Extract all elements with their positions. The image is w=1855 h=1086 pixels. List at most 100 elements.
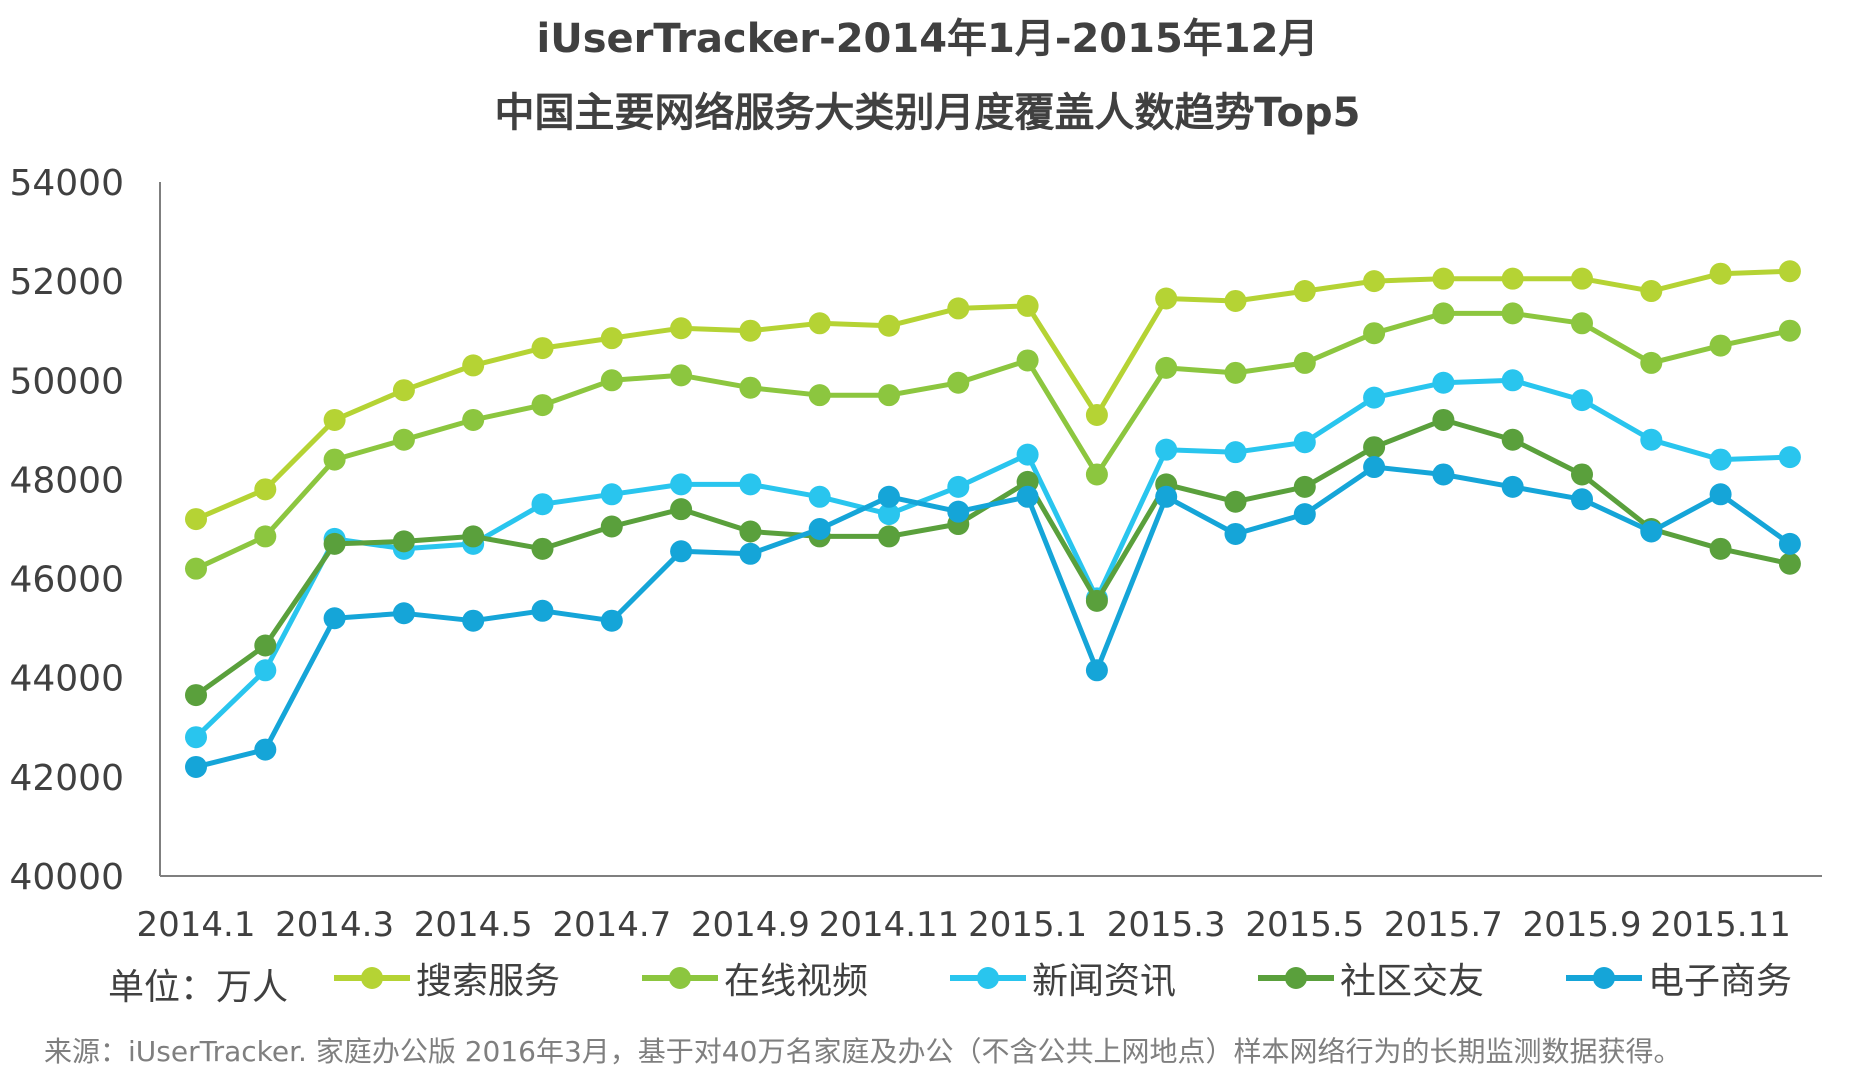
y-tick-label: 46000	[9, 560, 124, 601]
data-point	[1709, 334, 1732, 357]
data-point	[1571, 463, 1593, 486]
x-tick-label: 2015.9	[1523, 905, 1642, 945]
x-tick-label: 2014.7	[552, 905, 671, 945]
y-tick-label: 44000	[9, 659, 124, 700]
y-tick-label: 50000	[9, 361, 124, 402]
legend-label-search: 搜索服务	[416, 961, 561, 1002]
data-point	[1293, 280, 1316, 303]
data-point	[323, 448, 346, 471]
data-point	[1571, 312, 1593, 335]
data-point	[1016, 485, 1039, 508]
legend-item-video: 在线视频	[640, 956, 868, 1002]
data-point	[1224, 522, 1247, 545]
data-point	[1501, 369, 1524, 392]
data-point	[1432, 463, 1455, 486]
data-point	[1363, 270, 1386, 293]
series-line-3	[194, 417, 1791, 698]
line-chart: 54000 52000 50000 48000 46000 44000 42000 40000…	[9, 163, 1822, 945]
data-point	[670, 540, 693, 563]
data-point	[947, 297, 970, 320]
data-point	[670, 317, 693, 340]
data-point	[808, 384, 831, 407]
data-point	[392, 530, 415, 553]
data-point	[1224, 490, 1247, 513]
x-tick-label: 2014.9	[691, 905, 810, 945]
legend-item-social: 社区交友	[1256, 956, 1484, 1002]
data-point	[1432, 371, 1455, 394]
series-line-4	[195, 464, 1792, 770]
legend-item-news: 新闻资讯	[948, 956, 1176, 1002]
legend-swatch-video	[642, 967, 718, 989]
data-point	[739, 376, 762, 399]
data-point	[1293, 351, 1316, 374]
data-point	[808, 312, 831, 335]
source-note: 来源：iUserTracker. 家庭办公版 2016年3月，基于对40万名家庭…	[44, 1035, 1682, 1068]
data-point	[1224, 361, 1247, 384]
data-point	[1709, 483, 1732, 506]
legend-label-social: 社区交友	[1340, 961, 1485, 1002]
data-point	[739, 520, 762, 543]
data-point	[1778, 446, 1801, 469]
data-point	[185, 557, 207, 580]
legend-swatch-search	[334, 967, 410, 989]
data-point	[739, 473, 762, 496]
legend-label-news: 新闻资讯	[1032, 961, 1177, 1002]
data-point	[808, 485, 831, 508]
data-point	[462, 525, 485, 548]
legend-swatch-ecommerce	[1566, 967, 1642, 989]
data-point	[947, 475, 970, 498]
data-point	[1501, 428, 1524, 451]
data-point	[531, 599, 554, 622]
data-point	[1016, 443, 1039, 466]
legend-label-video: 在线视频	[724, 961, 869, 1002]
series-line-1	[194, 310, 1791, 571]
data-point	[600, 327, 623, 350]
data-point	[1363, 322, 1386, 345]
data-point	[323, 607, 346, 630]
x-tick-label: 2014.11	[819, 905, 960, 945]
data-point	[670, 498, 693, 521]
data-point	[1363, 386, 1386, 409]
y-tick-label: 52000	[9, 262, 124, 303]
unit-label: 单位：万人	[108, 967, 289, 1008]
y-tick-label: 40000	[9, 857, 124, 898]
data-point	[1778, 552, 1801, 575]
data-point	[1155, 485, 1178, 508]
data-point	[1778, 260, 1801, 283]
data-point	[392, 428, 415, 451]
x-tick-label: 2015.1	[968, 905, 1087, 945]
data-point	[600, 483, 623, 506]
data-point	[1155, 356, 1178, 379]
data-point	[254, 659, 277, 682]
data-point	[1085, 589, 1108, 612]
data-point	[1501, 267, 1524, 290]
data-point	[323, 532, 346, 555]
data-point	[1016, 294, 1039, 317]
data-point	[878, 525, 900, 548]
data-point	[1085, 463, 1108, 486]
data-point	[1293, 475, 1316, 498]
data-point	[1155, 438, 1178, 461]
data-point	[1778, 532, 1801, 555]
data-point	[1016, 349, 1039, 372]
series-line-2	[194, 377, 1790, 739]
x-tick-label: 2015.5	[1245, 905, 1364, 945]
x-tick-label: 2014.5	[414, 905, 533, 945]
data-point	[1640, 351, 1663, 374]
x-tick-label: 2014.3	[275, 905, 394, 945]
data-point	[670, 364, 693, 387]
data-point	[323, 408, 346, 431]
data-point	[531, 337, 554, 360]
data-point	[392, 379, 415, 402]
legend-swatch-social	[1258, 967, 1334, 989]
y-tick-label: 54000	[9, 163, 124, 204]
data-point	[1709, 262, 1732, 285]
data-point	[1571, 488, 1593, 511]
data-point	[1501, 302, 1524, 325]
data-point	[254, 525, 277, 548]
x-tick-label: 2015.3	[1107, 905, 1226, 945]
data-point	[1432, 302, 1455, 325]
data-point	[254, 634, 277, 657]
data-point	[1709, 537, 1732, 560]
x-tick-label: 2015.7	[1384, 905, 1503, 945]
